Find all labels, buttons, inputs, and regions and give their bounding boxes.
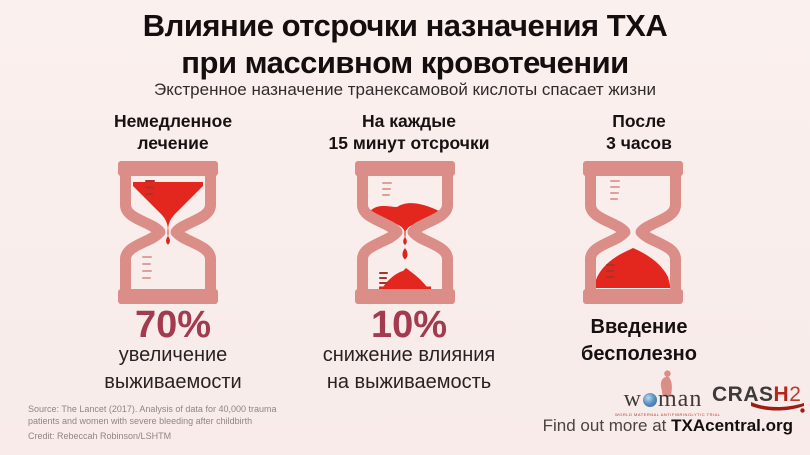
woman-trial-logo: w man WORLD MATERNAL ANTIFIBRINOLYTIC TRI… xyxy=(615,370,721,417)
find-out-prefix: Find out more at xyxy=(542,416,672,435)
crash2-logo: CRASH2 xyxy=(712,383,805,413)
column1-desc-line2: выживаемости xyxy=(104,371,242,393)
column3-result-line2: бесполезно xyxy=(581,343,697,365)
mother-and-baby-icon xyxy=(660,370,672,396)
page-title: Влияние отсрочки назначения TXA при масс… xyxy=(0,7,810,81)
column1-description: увеличение выживаемости xyxy=(43,342,303,396)
column2-desc-line2: на выживаемость xyxy=(326,371,492,393)
column2-desc-line1: снижение влияния xyxy=(322,344,496,366)
blood-liquid xyxy=(596,248,670,288)
column3-heading-line1: После xyxy=(612,111,666,131)
hourglass-frame xyxy=(355,161,455,304)
column3-heading: После 3 часов xyxy=(509,110,769,154)
column2-heading-line1: На каждые xyxy=(362,111,456,131)
measure-marks xyxy=(606,180,620,278)
woman-word-prefix: w xyxy=(623,386,642,412)
source-note: Source: The Lancet (2017). Analysis of d… xyxy=(28,404,276,443)
crash-number: 2 xyxy=(789,383,802,406)
column1-heading: Немедленное лечение xyxy=(43,110,303,154)
measure-marks xyxy=(142,180,155,279)
blood-liquid xyxy=(370,203,440,289)
measure-marks xyxy=(379,182,392,284)
title-line2: при массивном кровотечении xyxy=(181,45,629,80)
hourglass-frame xyxy=(583,161,683,304)
source-line2: patients and women with severe bleeding … xyxy=(28,415,253,426)
woman-tagline: WORLD MATERNAL ANTIFIBRINOLYTIC TRIAL xyxy=(615,412,721,417)
globe-icon xyxy=(643,393,657,407)
column3-result-line1: Введение xyxy=(590,316,688,338)
column2-stat: 10% xyxy=(370,304,448,346)
hourglass-empty-top-icon xyxy=(583,161,683,304)
column1-heading-line2: лечение xyxy=(137,133,209,153)
find-out-more: Find out more at TXAcentral.org xyxy=(543,416,793,436)
txacentral-link[interactable]: TXAcentral.org xyxy=(671,416,793,435)
hourglass-dripping-icon xyxy=(355,161,455,304)
hourglass-full-top-icon xyxy=(118,161,218,304)
credit-line: Credit: Rebeccah Robinson/LSHTM xyxy=(28,431,172,441)
title-line1: Влияние отсрочки назначения TXA xyxy=(142,8,668,43)
column1-stat: 70% xyxy=(134,304,212,346)
column1-heading-line1: Немедленное xyxy=(113,111,233,131)
column2-heading: На каждые 15 минут отсрочки xyxy=(279,110,539,154)
blood-swoosh-icon xyxy=(751,402,805,413)
crash-h-letter: H xyxy=(773,383,790,406)
column1-desc-line1: увеличение xyxy=(118,344,228,366)
woman-wordmark: w man xyxy=(615,386,711,412)
column3-result: Введение бесполезно xyxy=(509,314,769,368)
column2-heading-line2: 15 минут отсрочки xyxy=(328,133,490,153)
blood-liquid xyxy=(133,182,203,245)
source-line1: Source: The Lancet (2017). Analysis of d… xyxy=(28,404,277,414)
hourglass-frame xyxy=(118,161,218,304)
woman-word-suffix: man xyxy=(658,386,703,412)
crash-text: CRAS xyxy=(712,383,774,406)
column2-description: снижение влияния на выживаемость xyxy=(279,342,539,396)
column3-heading-line2: 3 часов xyxy=(606,133,672,153)
subtitle: Экстренное назначение транексамовой кисл… xyxy=(154,80,656,99)
